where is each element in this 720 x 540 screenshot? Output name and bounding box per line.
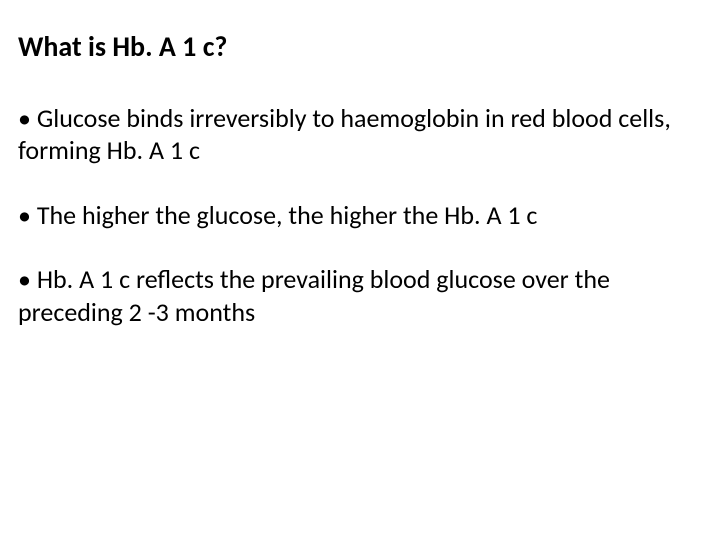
bullet-point: • The higher the glucose, the higher the… <box>18 199 702 232</box>
bullet-point: • Glucose binds irreversibly to haemoglo… <box>18 102 702 167</box>
slide-title: What is Hb. A 1 c? <box>18 30 702 64</box>
bullet-point: • Hb. A 1 c reflects the prevailing bloo… <box>18 263 702 328</box>
